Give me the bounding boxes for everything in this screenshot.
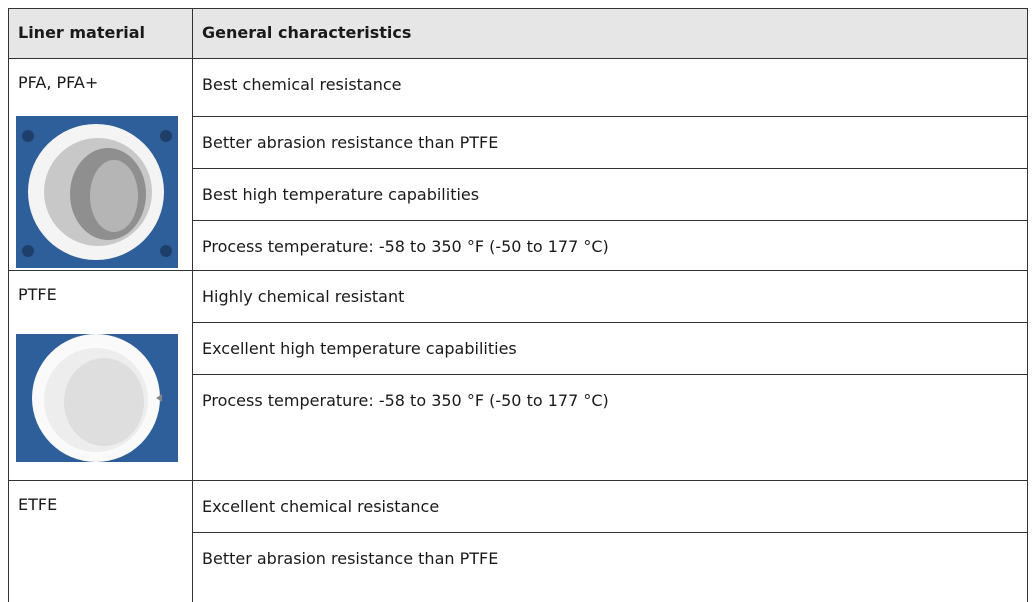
material-cell: PTFE <box>18 285 57 304</box>
border <box>192 8 193 602</box>
material-cell: ETFE <box>18 495 58 514</box>
header-cell: Liner material <box>18 23 146 42</box>
characteristic-cell: Best chemical resistance <box>202 75 402 94</box>
border <box>8 8 1027 9</box>
border <box>1027 8 1028 602</box>
border <box>192 374 1027 375</box>
border <box>192 532 1027 533</box>
characteristic-cell: Better abrasion resistance than PTFE <box>202 549 499 568</box>
characteristic-cell: Process temperature: -58 to 350 °F (-50 … <box>202 237 609 256</box>
characteristic-cell: Better abrasion resistance than PTFE <box>202 133 499 152</box>
characteristic-cell: Highly chemical resistant <box>202 287 405 306</box>
pfa-liner-photo <box>16 116 178 268</box>
characteristic-cell: Excellent chemical resistance <box>202 497 440 516</box>
border <box>192 322 1027 323</box>
ptfe-liner-photo <box>16 334 178 462</box>
border <box>8 480 1027 481</box>
characteristic-cell: Process temperature: -58 to 350 °F (-50 … <box>202 391 609 410</box>
characteristic-cell: Best high temperature capabilities <box>202 185 480 204</box>
material-cell: PFA, PFA+ <box>18 73 99 92</box>
header-bg <box>8 8 1027 58</box>
border <box>8 270 1027 271</box>
border <box>8 8 9 602</box>
characteristic-cell: Excellent high temperature capabilities <box>202 339 517 358</box>
header-cell: General characteristics <box>202 23 412 42</box>
border <box>192 220 1027 221</box>
border <box>192 116 1027 117</box>
border <box>8 58 1027 59</box>
border <box>192 168 1027 169</box>
